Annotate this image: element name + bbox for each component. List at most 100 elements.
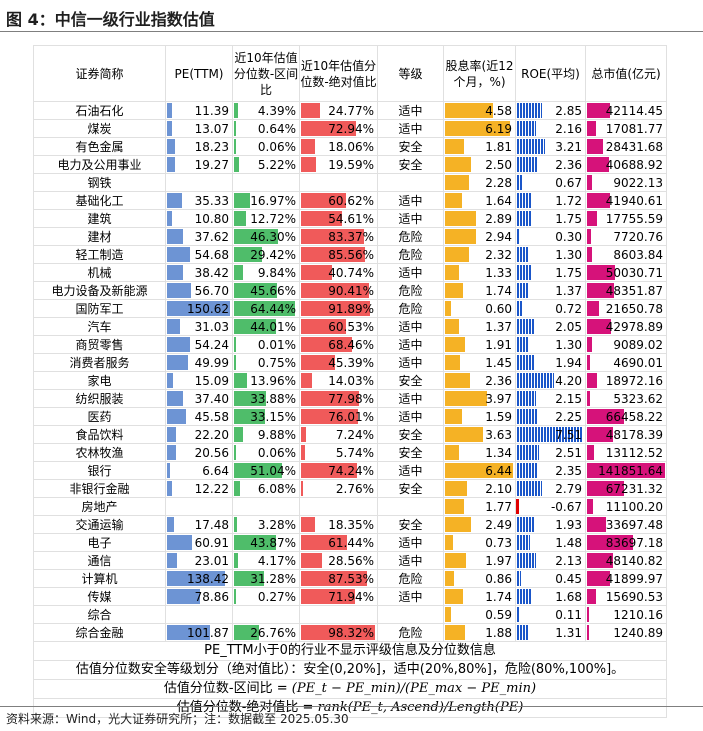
roe-bar (517, 427, 583, 442)
market-cap-value: 9022.13 (613, 175, 663, 190)
dividend-bar (445, 121, 510, 136)
pct-range-cell: 9.84% (232, 263, 300, 282)
pct-abs-bar (301, 211, 342, 226)
pct-range-bar (234, 319, 276, 334)
market-cap-bar (587, 121, 596, 136)
market-cap-value: 4690.01 (613, 355, 663, 370)
pct-range-cell: 44.01% (232, 317, 300, 336)
pe-value: 54.68 (194, 247, 229, 262)
dividend-cell: 1.74 (443, 281, 516, 300)
pct-abs-bar (301, 409, 358, 424)
pct-range-cell: 0.75% (232, 353, 300, 372)
market-cap-bar (587, 373, 597, 388)
level: 适中 (377, 209, 444, 228)
dividend-cell: 2.36 (443, 371, 516, 390)
pe-cell: 19.27 (165, 155, 233, 174)
pe-value: 45.58 (194, 409, 229, 424)
market-cap-value: 1210.16 (613, 607, 663, 622)
market-cap-bar (587, 571, 610, 586)
valuation-table: 证券简称 PE(TTM) 近10年估值分位数-区间比 近10年估值分位数-绝对值… (33, 45, 667, 718)
roe-bar (517, 535, 530, 550)
dividend-cell: 1.97 (443, 551, 516, 570)
pct-range-cell: 3.28% (232, 515, 300, 534)
table-row: 电力及公用事业 19.27 5.22% 19.59% 安全 2.50 2.36 40688.9… (33, 155, 667, 174)
market-cap-cell: 7720.76 (585, 227, 667, 246)
pct-abs-bar (301, 319, 346, 334)
pe-cell: 37.40 (165, 389, 233, 408)
market-cap-bar (587, 337, 592, 352)
market-cap-value: 41940.61 (605, 193, 663, 208)
pct-abs-value: 2.76% (335, 481, 374, 496)
market-cap-bar (587, 427, 613, 442)
pe-value: 56.70 (194, 283, 229, 298)
pe-bar (167, 157, 175, 172)
header-row: 证券简称 PE(TTM) 近10年估值分位数-区间比 近10年估值分位数-绝对值… (33, 45, 667, 102)
dividend-bar (445, 265, 459, 280)
pct-abs-bar (301, 229, 364, 244)
pct-range-cell: 64.44% (232, 299, 300, 318)
dividend-cell: 1.88 (443, 623, 516, 642)
roe-bar (517, 517, 534, 532)
pct-abs-cell: 90.41% (299, 281, 378, 300)
pct-abs-cell: 74.24% (299, 461, 378, 480)
dividend-bar (445, 211, 476, 226)
market-cap-cell: 67231.32 (585, 479, 667, 498)
dividend-cell: 1.45 (443, 353, 516, 372)
industry-name: 煤炭 (33, 119, 166, 138)
pe-value: 17.48 (194, 517, 229, 532)
pct-abs-bar (301, 535, 347, 550)
roe-value: 2.25 (555, 409, 582, 424)
market-cap-bar (587, 481, 624, 496)
pct-range-cell: 33.88% (232, 389, 300, 408)
roe-cell: 2.51 (515, 443, 586, 462)
dividend-value: 2.10 (485, 481, 512, 496)
pct-abs-bar (301, 427, 306, 442)
pe-cell: 54.68 (165, 245, 233, 264)
pe-bar (167, 139, 175, 154)
pct-range-bar (234, 139, 236, 154)
pct-abs-cell: 7.24% (299, 425, 378, 444)
pct-abs-cell: 40.74% (299, 263, 378, 282)
dividend-cell: 2.94 (443, 227, 516, 246)
market-cap-value: 8603.84 (613, 247, 663, 262)
pe-cell: 22.20 (165, 425, 233, 444)
pct-abs-bar (301, 445, 305, 460)
pe-bar (167, 625, 210, 640)
market-cap-value: 50030.71 (605, 265, 663, 280)
pct-range-bar (234, 229, 278, 244)
dividend-bar (445, 499, 464, 514)
level: 安全 (377, 155, 444, 174)
pe-cell: 138.42 (165, 569, 233, 588)
pct-range-value: 4.39% (257, 103, 296, 118)
pct-abs-cell: 76.01% (299, 407, 378, 426)
market-cap-cell: 48140.82 (585, 551, 667, 570)
pe-bar (167, 301, 230, 316)
pct-range-value: 46.30% (250, 229, 296, 244)
pct-abs-bar (301, 301, 370, 316)
roe-bar (517, 301, 523, 316)
roe-bar (517, 121, 536, 136)
market-cap-cell: 9089.02 (585, 335, 667, 354)
dividend-cell: 2.10 (443, 479, 516, 498)
roe-bar (517, 337, 528, 352)
market-cap-cell: 41899.97 (585, 569, 667, 588)
market-cap-bar (587, 391, 590, 406)
pct-abs-bar (301, 463, 357, 478)
market-cap-value: 17755.59 (605, 211, 663, 226)
pct-range-cell (232, 605, 300, 624)
industry-name: 电力设备及新能源 (33, 281, 166, 300)
table-row: 石油石化 11.39 4.39% 24.77% 适中 4.58 2.85 42114.45 (33, 101, 667, 120)
pe-cell (165, 497, 233, 516)
market-cap-bar (587, 265, 615, 280)
pe-cell: 45.58 (165, 407, 233, 426)
pe-value: 12.22 (194, 481, 229, 496)
market-cap-cell: 40688.92 (585, 155, 667, 174)
dividend-value: 1.45 (485, 355, 512, 370)
table-row: 传媒 78.86 0.27% 71.94% 适中 1.74 1.68 15690.53 (33, 587, 667, 606)
roe-cell: 1.31 (515, 623, 586, 642)
industry-name: 电力及公用事业 (33, 155, 166, 174)
roe-value: 2.05 (555, 319, 582, 334)
pe-bar (167, 103, 172, 118)
table-row: 计算机 138.42 31.28% 87.53% 危险 0.86 0.45 41899.97 (33, 569, 667, 588)
pct-abs-cell: 77.98% (299, 389, 378, 408)
